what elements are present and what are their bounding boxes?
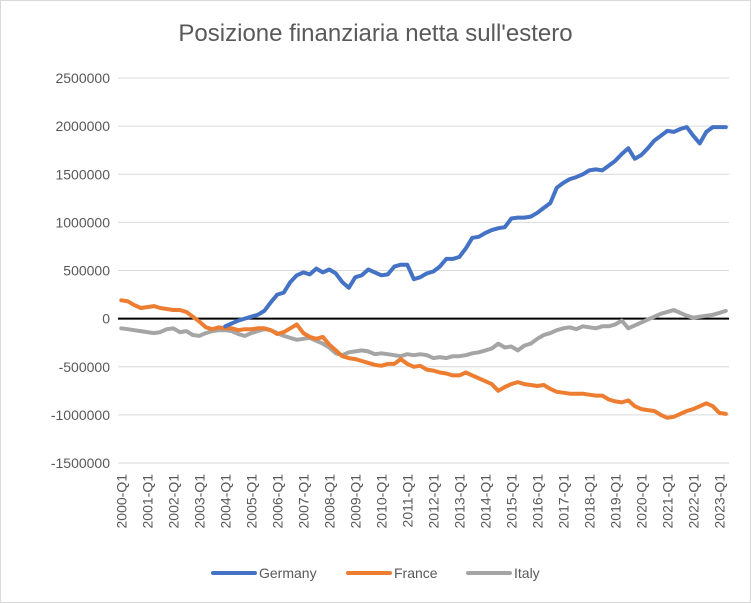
x-tick-label: 2004-Q1: [217, 474, 233, 529]
series-lines: [119, 125, 728, 420]
x-tick-label: 2006-Q1: [269, 474, 285, 529]
x-tick-label: 2018-Q1: [581, 474, 597, 529]
x-tick-label: 2001-Q1: [139, 474, 155, 529]
y-tick-label: 0: [102, 311, 110, 327]
x-tick-label: 2005-Q1: [243, 474, 259, 529]
x-tick-label: 2010-Q1: [373, 474, 389, 529]
y-tick-label: 2500000: [55, 70, 110, 86]
x-tick-label: 2014-Q1: [477, 474, 493, 529]
x-tick-label: 2021-Q1: [659, 474, 675, 529]
x-tick-label: 2016-Q1: [529, 474, 545, 529]
x-tick-label: 2019-Q1: [607, 474, 623, 529]
x-tick-label: 2015-Q1: [503, 474, 519, 529]
y-tick-label: 1500000: [55, 166, 110, 182]
x-tick-label: 2002-Q1: [165, 474, 181, 529]
x-tick-label: 2003-Q1: [191, 474, 207, 529]
x-tick-label: 2020-Q1: [633, 474, 649, 529]
y-tick-label: -500000: [59, 359, 111, 375]
legend-label-germany: Germany: [259, 565, 317, 581]
x-tick-label: 2008-Q1: [321, 474, 337, 529]
y-axis-tick-labels: 2500000 2000000 1500000 1000000 500000 0 -5000…: [51, 70, 110, 471]
y-tick-label: -1000000: [51, 407, 110, 423]
series-line-italy: [119, 308, 728, 361]
x-tick-label: 2012-Q1: [425, 474, 441, 529]
series-line-germany: [223, 125, 728, 329]
x-tick-label: 2017-Q1: [555, 474, 571, 529]
series-line-france: [119, 298, 728, 420]
x-tick-label: 2011-Q1: [399, 474, 415, 528]
chart-title: Posizione finanziaria netta sull'estero: [178, 20, 573, 47]
x-axis-tick-labels: 2000-Q1 2001-Q1 2002-Q1 2003-Q1 2004-Q1 2005-…: [113, 474, 727, 529]
y-tick-label: 1000000: [55, 214, 110, 230]
x-tick-label: 2000-Q1: [113, 474, 129, 529]
x-tick-label: 2023-Q1: [711, 474, 727, 529]
y-tick-label: -1500000: [51, 455, 110, 471]
legend-label-italy: Italy: [514, 565, 540, 581]
x-tick-label: 2007-Q1: [295, 474, 311, 529]
legend: Germany France Italy: [211, 565, 540, 581]
x-tick-label: 2013-Q1: [451, 474, 467, 529]
y-tick-label: 2000000: [55, 118, 110, 134]
y-tick-label: 500000: [63, 263, 110, 279]
legend-label-france: France: [394, 565, 438, 581]
x-tick-label: 2022-Q1: [685, 474, 701, 529]
x-tick-label: 2009-Q1: [347, 474, 363, 529]
